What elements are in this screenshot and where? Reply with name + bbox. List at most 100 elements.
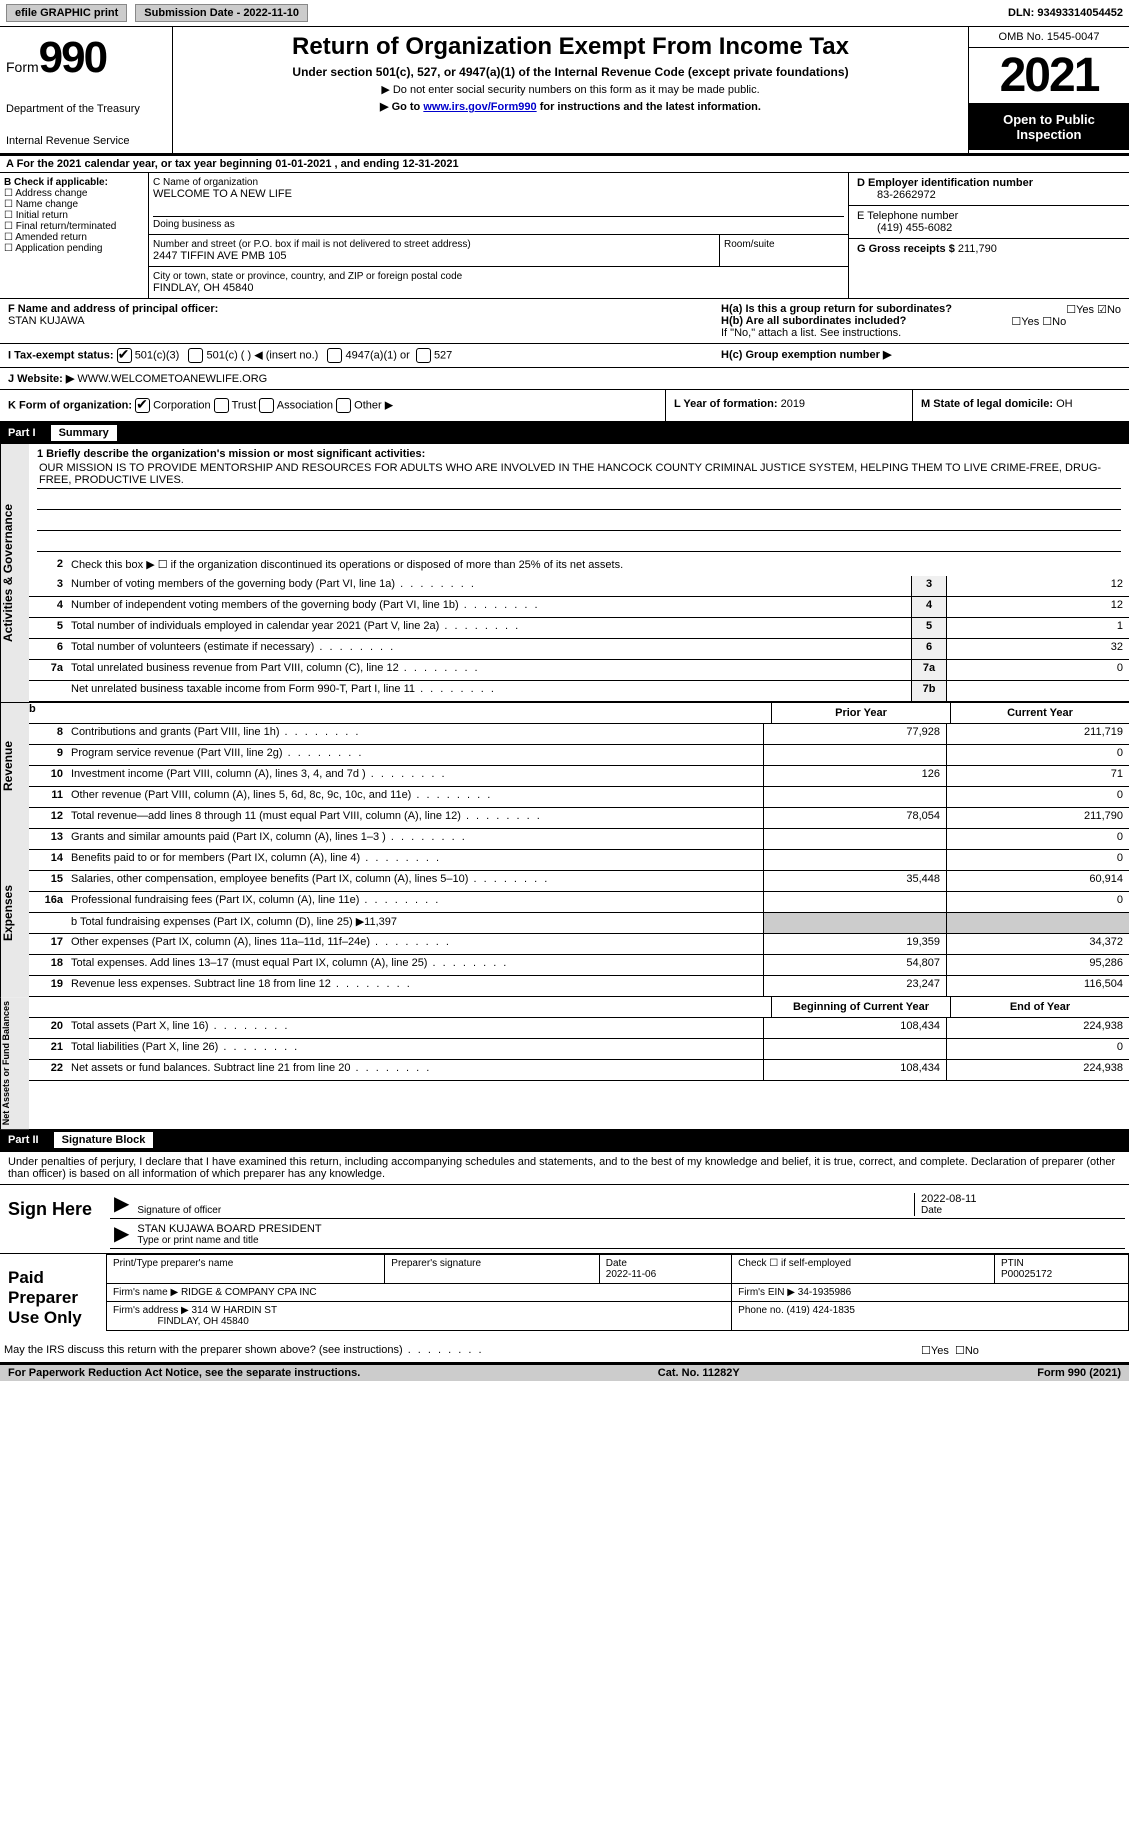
row-i-tax-status: I Tax-exempt status: 501(c)(3) 501(c) ( … (0, 344, 713, 367)
dept-treasury: Department of the Treasury (6, 103, 166, 115)
col-h-group: H(a) Is this a group return for subordin… (713, 299, 1129, 343)
may-irs-discuss: May the IRS discuss this return with the… (0, 1342, 913, 1362)
cbox-501c3[interactable] (117, 348, 132, 363)
table-row: 16aProfessional fundraising fees (Part I… (29, 892, 1129, 913)
sig-arrow-icon2: ▶ (114, 1221, 129, 1246)
preparer-table: Print/Type preparer's name Preparer's si… (106, 1254, 1129, 1331)
dln: DLN: 93493314054452 (1008, 7, 1123, 19)
table-row: 8Contributions and grants (Part VIII, li… (29, 724, 1129, 745)
table-row: 4Number of independent voting members of… (29, 597, 1129, 618)
sign-here-label: Sign Here (0, 1185, 106, 1253)
row-j-website: J Website: ▶ WWW.WELCOMETOANEWLIFE.ORG (0, 368, 713, 389)
table-row: 18Total expenses. Add lines 13–17 (must … (29, 955, 1129, 976)
irs-label: Internal Revenue Service (6, 135, 166, 147)
hdr-beginning: Beginning of Current Year (771, 997, 950, 1017)
website-value: WWW.WELCOMETOANEWLIFE.ORG (77, 373, 267, 385)
table-row: 19Revenue less expenses. Subtract line 1… (29, 976, 1129, 997)
name-label: C Name of organization (153, 177, 844, 188)
form-id-box: Form990 Department of the Treasury Inter… (0, 27, 173, 153)
table-row: 3Number of voting members of the governi… (29, 576, 1129, 597)
table-row: 13Grants and similar amounts paid (Part … (29, 829, 1129, 850)
table-row: 14Benefits paid to or for members (Part … (29, 850, 1129, 871)
open-to-public: Open to Public Inspection (969, 104, 1129, 150)
header-right: OMB No. 1545-0047 2021 Open to Public In… (968, 27, 1129, 153)
row-m-domicile: M State of legal domicile: OH (912, 390, 1129, 421)
side-netassets: Net Assets or Fund Balances (0, 997, 29, 1129)
col-b-checkboxes: B Check if applicable: ☐ Address change … (0, 173, 149, 298)
org-name: WELCOME TO A NEW LIFE (153, 188, 844, 200)
irs-link[interactable]: www.irs.gov/Form990 (423, 101, 536, 113)
part2-header: Part II Signature Block (0, 1129, 1129, 1151)
col-d-info: D Employer identification number 83-2662… (848, 173, 1129, 298)
cbox-trust[interactable] (214, 398, 229, 413)
line2-checkbox: Check this box ▶ ☐ if the organization d… (67, 556, 1129, 576)
row-a-taxyear: A For the 2021 calendar year, or tax yea… (0, 155, 1129, 173)
table-row: 6Total number of volunteers (estimate if… (29, 639, 1129, 660)
sig-name-title: STAN KUJAWA BOARD PRESIDENT (137, 1223, 1121, 1235)
table-row: 21Total liabilities (Part X, line 26)0 (29, 1039, 1129, 1060)
city-label: City or town, state or province, country… (153, 271, 844, 282)
table-row: 11Other revenue (Part VIII, column (A), … (29, 787, 1129, 808)
col-b-header: B Check if applicable: (4, 177, 144, 188)
line1-mission: 1 Briefly describe the organization's mi… (29, 444, 1129, 556)
street-address: 2447 TIFFIN AVE PMB 105 (153, 250, 715, 262)
sig-date-label: Date (921, 1205, 1121, 1216)
tax-year: 2021 (969, 48, 1129, 104)
table-row: 7aTotal unrelated business revenue from … (29, 660, 1129, 681)
mission-text: OUR MISSION IS TO PROVIDE MENTORSHIP AND… (37, 460, 1121, 489)
omb-number: OMB No. 1545-0047 (969, 27, 1129, 48)
side-activities: Activities & Governance (0, 444, 29, 702)
sig-arrow-icon: ▶ (114, 1191, 129, 1216)
efile-print-button[interactable]: efile GRAPHIC print (6, 4, 127, 22)
form-number: 990 (39, 33, 106, 82)
cbox-other[interactable] (336, 398, 351, 413)
table-row: 20Total assets (Part X, line 16)108,4342… (29, 1018, 1129, 1039)
room-label: Room/suite (724, 239, 844, 250)
table-row: 12Total revenue—add lines 8 through 11 (… (29, 808, 1129, 829)
officer-label: F Name and address of principal officer: (8, 303, 705, 315)
part1-header: Part I Summary (0, 422, 1129, 444)
cbox-501c[interactable] (188, 348, 203, 363)
side-revenue: Revenue (0, 703, 29, 829)
footer-left: For Paperwork Reduction Act Notice, see … (8, 1367, 360, 1379)
cbox-assoc[interactable] (259, 398, 274, 413)
cbox-4947[interactable] (327, 348, 342, 363)
table-row: 17Other expenses (Part IX, column (A), l… (29, 934, 1129, 955)
table-row: 10Investment income (Part VIII, column (… (29, 766, 1129, 787)
form-title: Return of Organization Exempt From Incom… (185, 33, 956, 61)
paid-preparer-label: Paid Preparer Use Only (0, 1254, 106, 1342)
hb-note: If "No," attach a list. See instructions… (721, 327, 1121, 339)
ein-label: D Employer identification number (857, 177, 1121, 189)
row-k-form-org: K Form of organization: Corporation Trus… (0, 390, 665, 421)
submission-date: Submission Date - 2022-11-10 (135, 4, 308, 22)
officer-name: STAN KUJAWA (8, 315, 705, 327)
sig-date-val: 2022-08-11 (921, 1193, 1121, 1205)
table-row: 15Salaries, other compensation, employee… (29, 871, 1129, 892)
table-row: Net unrelated business taxable income fr… (29, 681, 1129, 702)
row-hc: H(c) Group exemption number ▶ (713, 344, 1129, 367)
city-state-zip: FINDLAY, OH 45840 (153, 282, 844, 294)
table-row: 9Program service revenue (Part VIII, lin… (29, 745, 1129, 766)
footer-right: Form 990 (2021) (1037, 1367, 1121, 1379)
ein-value: 83-2662972 (857, 189, 1121, 201)
line16b: b Total fundraising expenses (Part IX, c… (67, 913, 763, 933)
table-row: 5Total number of individuals employed in… (29, 618, 1129, 639)
gross-label: G Gross receipts $ (857, 243, 955, 255)
header-center: Return of Organization Exempt From Incom… (173, 27, 968, 153)
footer: For Paperwork Reduction Act Notice, see … (0, 1363, 1129, 1381)
row-l-formation: L Year of formation: 2019 (665, 390, 912, 421)
col-c-org: C Name of organization WELCOME TO A NEW … (149, 173, 848, 298)
phone-value: (419) 455-6082 (857, 222, 1121, 234)
col-f-officer: F Name and address of principal officer:… (0, 299, 713, 343)
note-link: ▶ Go to www.irs.gov/Form990 for instruct… (185, 100, 956, 113)
hdr-end: End of Year (950, 997, 1129, 1017)
note-ssn: ▶ Do not enter social security numbers o… (185, 83, 956, 96)
street-label: Number and street (or P.O. box if mail i… (153, 239, 715, 250)
phone-label: E Telephone number (857, 210, 1121, 222)
gross-value: 211,790 (958, 243, 997, 255)
cbox-527[interactable] (416, 348, 431, 363)
type-name-label: Type or print name and title (137, 1235, 1121, 1246)
cbox-corp[interactable] (135, 398, 150, 413)
footer-mid: Cat. No. 11282Y (658, 1367, 740, 1379)
side-expenses: Expenses (0, 829, 29, 997)
